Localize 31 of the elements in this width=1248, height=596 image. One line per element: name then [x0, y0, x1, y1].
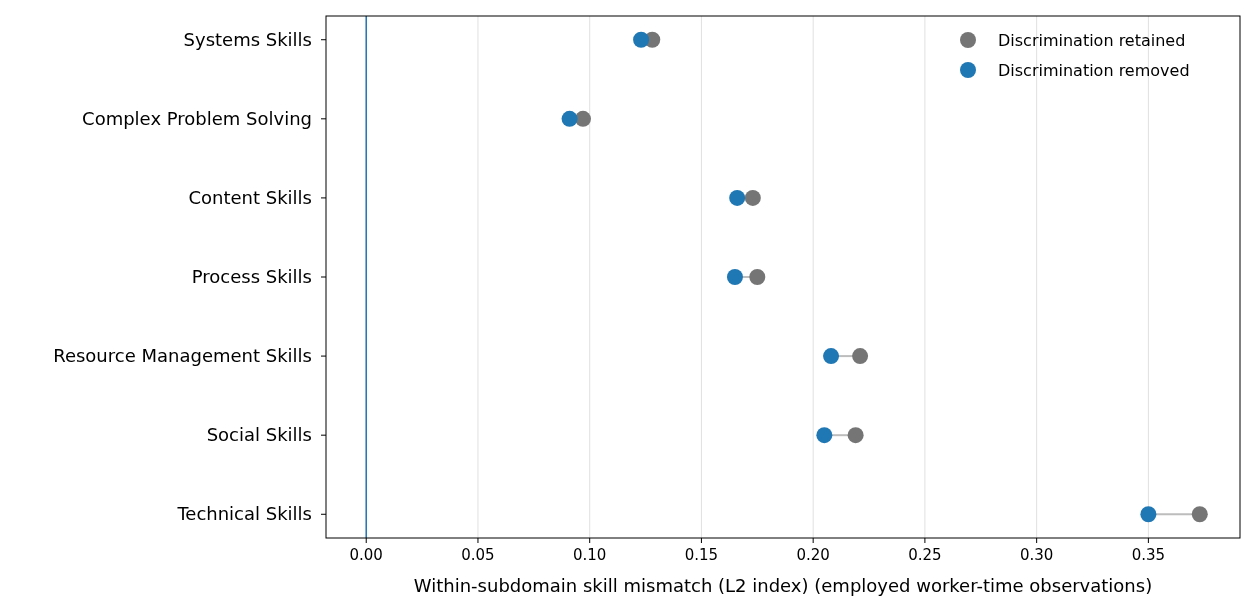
y-tick-label: Complex Problem Solving	[82, 107, 312, 129]
x-tick-label: 0.10	[572, 546, 607, 564]
point	[574, 110, 591, 127]
point	[847, 427, 864, 444]
point	[823, 348, 840, 365]
point	[816, 427, 833, 444]
y-tick-label: Social Skills	[206, 424, 312, 446]
x-tick-label: 0.20	[796, 546, 830, 564]
legend-label: Discrimination removed	[998, 61, 1190, 80]
point	[852, 348, 869, 365]
point	[633, 31, 650, 48]
x-tick-label: 0.25	[908, 546, 942, 564]
x-tick-label: 0.00	[349, 546, 383, 564]
y-tick-label: Technical Skills	[176, 503, 312, 525]
point	[749, 269, 766, 285]
point	[726, 269, 743, 285]
y-tick-label: Process Skills	[191, 266, 312, 287]
point	[1140, 506, 1157, 523]
legend-label: Discrimination retained	[998, 31, 1186, 50]
y-tick-label: Content Skills	[188, 186, 312, 208]
x-tick-label: 0.05	[461, 546, 495, 564]
point	[1191, 506, 1208, 523]
x-axis-title: Within-subdomain skill mismatch (L2 index) (employed worker-time observations)	[413, 575, 1153, 596]
x-tick-label: 0.35	[1131, 546, 1166, 564]
point	[744, 189, 761, 206]
point	[561, 110, 578, 127]
y-tick-label: Resource Management Skills	[53, 345, 312, 367]
point	[729, 189, 746, 206]
x-tick-label: 0.15	[684, 546, 719, 564]
x-tick-label: 0.30	[1019, 546, 1054, 564]
y-tick-label: Systems Skills	[183, 28, 312, 50]
